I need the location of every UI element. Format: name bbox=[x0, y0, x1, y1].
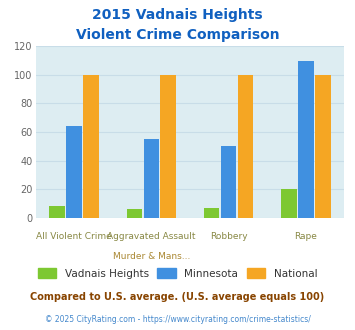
Bar bbox=[238, 75, 253, 218]
Text: Compared to U.S. average. (U.S. average equals 100): Compared to U.S. average. (U.S. average … bbox=[31, 292, 324, 302]
Text: Violent Crime Comparison: Violent Crime Comparison bbox=[76, 28, 279, 42]
Bar bbox=[49, 206, 65, 218]
Text: Aggravated Assault: Aggravated Assault bbox=[107, 232, 196, 241]
Bar bbox=[221, 146, 236, 218]
Bar bbox=[66, 126, 82, 218]
Text: Robbery: Robbery bbox=[210, 232, 247, 241]
Bar bbox=[298, 60, 313, 218]
Text: © 2025 CityRating.com - https://www.cityrating.com/crime-statistics/: © 2025 CityRating.com - https://www.city… bbox=[45, 315, 310, 324]
Text: All Violent Crime: All Violent Crime bbox=[36, 232, 112, 241]
Text: 2015 Vadnais Heights: 2015 Vadnais Heights bbox=[92, 8, 263, 22]
Legend: Vadnais Heights, Minnesota, National: Vadnais Heights, Minnesota, National bbox=[34, 264, 321, 283]
Text: Rape: Rape bbox=[294, 232, 317, 241]
Bar bbox=[281, 189, 296, 218]
Bar bbox=[126, 209, 142, 218]
Text: Murder & Mans...: Murder & Mans... bbox=[113, 252, 190, 261]
Bar bbox=[143, 139, 159, 218]
Bar bbox=[160, 75, 176, 218]
Bar bbox=[315, 75, 331, 218]
Bar bbox=[83, 75, 99, 218]
Bar bbox=[204, 208, 219, 218]
